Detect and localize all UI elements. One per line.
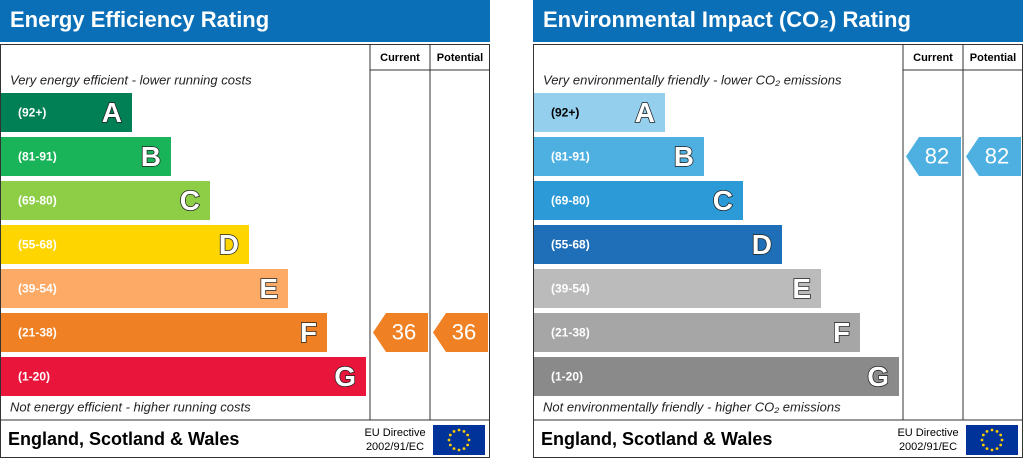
rating-band: [1, 225, 249, 264]
rating-band: [1, 93, 132, 132]
rating-panel: Environmental Impact (CO₂) Rating Current…: [533, 0, 1023, 458]
band-letter: G: [867, 361, 889, 392]
band-range: (21-38): [18, 326, 57, 340]
rating-band: [534, 313, 860, 352]
eu-star: [999, 433, 1003, 437]
eu-star: [1000, 438, 1004, 442]
rating-band: [534, 269, 821, 308]
rating-band: [1, 357, 366, 396]
band-range: (69-80): [18, 194, 57, 208]
band-letter: A: [102, 97, 122, 128]
frame: [0, 44, 490, 458]
eu-star: [462, 447, 466, 451]
eu-star: [990, 428, 994, 432]
band-letter: C: [713, 185, 733, 216]
eu-star: [448, 433, 452, 437]
band-letter: C: [180, 185, 200, 216]
eu-star: [981, 433, 985, 437]
band-letter: A: [635, 97, 655, 128]
band-range: (55-68): [551, 238, 590, 252]
eu-star: [999, 443, 1003, 447]
band-letter: F: [300, 317, 317, 348]
band-letter: D: [219, 229, 239, 260]
eu-star: [452, 429, 456, 433]
panel-title: Energy Efficiency Rating: [10, 7, 269, 32]
rating-value: 36: [452, 319, 476, 344]
eu-star: [985, 429, 989, 433]
panel-title: Environmental Impact (CO₂) Rating: [543, 7, 911, 32]
band-range: (81-91): [18, 150, 57, 164]
band-letter: E: [792, 273, 811, 304]
band-letter: E: [259, 273, 278, 304]
band-range: (81-91): [551, 150, 590, 164]
band-range: (21-38): [551, 326, 590, 340]
rating-panel: Energy Efficiency Rating Current Potential…: [0, 0, 490, 458]
rating-band: [534, 357, 899, 396]
rating-arrow: [906, 137, 961, 176]
eu-star: [990, 448, 994, 452]
band-range: (92+): [18, 106, 46, 120]
eu-star: [995, 429, 999, 433]
footer-region: England, Scotland & Wales: [541, 429, 772, 449]
eu-star: [457, 448, 461, 452]
eu-star: [981, 443, 985, 447]
band-range: (69-80): [551, 194, 590, 208]
rating-arrow: [433, 313, 488, 352]
band-letter: F: [833, 317, 850, 348]
rating-band: [1, 313, 327, 352]
column-header: Potential: [970, 52, 1016, 64]
rating-band: [534, 225, 782, 264]
band-letter: B: [141, 141, 161, 172]
rating-band: [534, 137, 704, 176]
band-range: (39-54): [18, 282, 57, 296]
eu-star: [985, 447, 989, 451]
eu-star: [462, 429, 466, 433]
column-header: Current: [380, 52, 420, 64]
rating-band: [1, 181, 210, 220]
band-range: (39-54): [551, 282, 590, 296]
column-header: Potential: [437, 52, 483, 64]
eu-star: [448, 443, 452, 447]
band-range: (1-20): [18, 370, 50, 384]
eu-star: [980, 438, 984, 442]
band-letter: B: [674, 141, 694, 172]
footer-region: England, Scotland & Wales: [8, 429, 239, 449]
eu-star: [447, 438, 451, 442]
directive-line: 2002/91/EC: [366, 441, 424, 453]
top-note: Very energy efficient - lower running co…: [10, 72, 252, 87]
column-header: Current: [913, 52, 953, 64]
directive-line: 2002/91/EC: [899, 441, 957, 453]
top-note: Very environmentally friendly - lower CO…: [543, 72, 842, 87]
directive-line: EU Directive: [897, 427, 958, 439]
eu-star: [466, 433, 470, 437]
rating-band: [1, 137, 171, 176]
eu-star: [457, 428, 461, 432]
eu-star: [995, 447, 999, 451]
rating-value: 82: [925, 143, 949, 168]
eu-star: [467, 438, 471, 442]
bottom-note: Not energy efficient - higher running co…: [10, 399, 251, 414]
directive-line: EU Directive: [364, 427, 425, 439]
band-range: (55-68): [18, 238, 57, 252]
rating-value: 82: [985, 143, 1009, 168]
eu-star: [466, 443, 470, 447]
rating-band: [534, 93, 665, 132]
title-bar: [0, 0, 490, 42]
rating-band: [1, 269, 288, 308]
rating-arrow: [966, 137, 1021, 176]
eu-star: [452, 447, 456, 451]
rating-arrow: [373, 313, 428, 352]
rating-value: 36: [392, 319, 416, 344]
frame: [533, 44, 1023, 458]
bottom-note: Not environmentally friendly - higher CO…: [543, 399, 841, 414]
rating-band: [534, 181, 743, 220]
band-range: (92+): [551, 106, 579, 120]
band-range: (1-20): [551, 370, 583, 384]
band-letter: D: [752, 229, 772, 260]
band-letter: G: [334, 361, 356, 392]
title-bar: [533, 0, 1023, 42]
